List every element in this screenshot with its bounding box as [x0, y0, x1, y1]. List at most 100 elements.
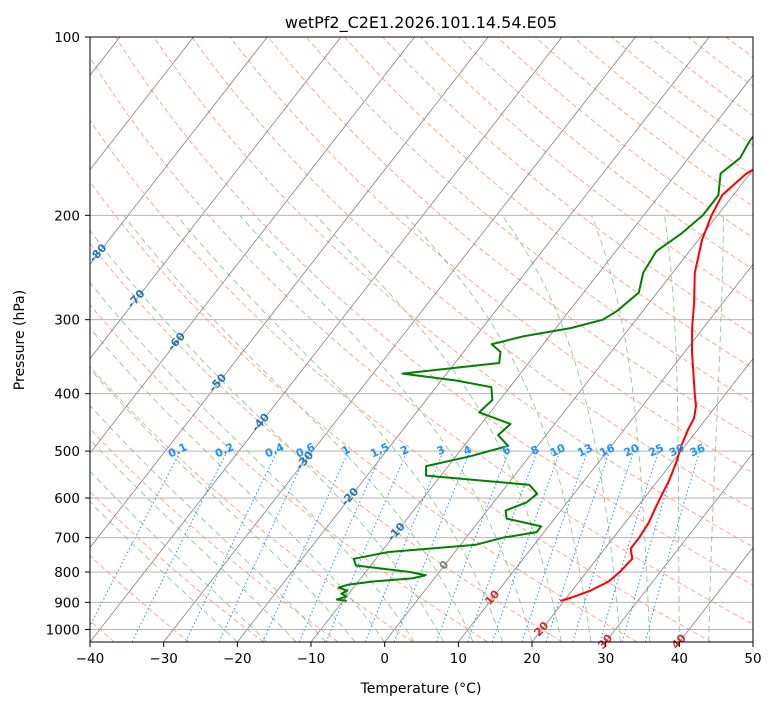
x-tick-label: 50 [744, 651, 761, 667]
mixing-ratio-label: 36 [688, 441, 708, 459]
dry-adiabat [115, 37, 753, 586]
dry-adiabat [764, 37, 775, 642]
x-axis-ticks: −40 −30 −20 −10 0 10 20 30 40 50 [76, 642, 762, 667]
mixing-ratio-label: 1.5 [368, 440, 391, 460]
y-tick-label: 1000 [46, 622, 80, 638]
x-axis-label: Temperature (°C) [360, 681, 482, 697]
x-tick-label: −20 [223, 651, 252, 667]
dry-adiabat [90, 56, 753, 625]
dry-adiabat [229, 37, 753, 474]
isotherm-line [237, 37, 710, 642]
isotherm-label: -60 [165, 330, 188, 354]
mixing-ratio-line [467, 450, 538, 642]
mixing-ratio-line [90, 450, 181, 627]
moist-adiabat [90, 501, 238, 642]
mixing-ratio-label: 3 [435, 443, 447, 458]
isotherm-line [90, 37, 563, 642]
mixing-ratio-label: 0.4 [263, 440, 286, 460]
isotherm-line [90, 37, 194, 171]
y-tick-label: 900 [54, 595, 80, 611]
dry-adiabat [90, 490, 264, 642]
mixing-ratio-label: 25 [647, 441, 666, 459]
mixing-ratio-line [521, 450, 588, 642]
x-tick-label: 40 [671, 651, 688, 667]
mixing-ratio-line [262, 450, 350, 642]
mixing-ratio-line [644, 450, 701, 642]
mixing-ratio-line [131, 450, 228, 642]
mixing-ratio-line [491, 450, 561, 642]
isotherm-line [90, 37, 342, 360]
x-tick-label: 20 [523, 651, 540, 667]
mixing-ratio-label: 20 [622, 441, 642, 459]
dry-adiabats [90, 37, 775, 642]
dry-adiabat [153, 37, 753, 548]
mixing-ratio-label: 8 [529, 443, 541, 458]
mixing-ratio-line [325, 450, 408, 642]
mixing-ratio-lines [90, 450, 701, 642]
mixing-ratio-line [572, 450, 635, 642]
moist-adiabat [123, 215, 474, 642]
moist-adiabat [90, 281, 415, 642]
mixing-ratio-line [545, 450, 611, 642]
mixing-ratio-label: 13 [575, 441, 594, 459]
mixing-ratio-label: 2 [398, 443, 410, 458]
mixing-ratio-label: 1 [340, 443, 352, 458]
mixing-ratio-line [435, 450, 510, 642]
isotherms [90, 37, 753, 642]
isotherm-line [90, 37, 415, 454]
mixing-ratio-label: 16 [598, 441, 618, 459]
mixing-ratio-line [298, 450, 383, 642]
dry-adiabat [420, 37, 753, 303]
isotherm-label: -70 [125, 287, 148, 311]
dry-adiabat [90, 119, 712, 642]
y-tick-label: 300 [54, 313, 80, 329]
profile-lines [335, 135, 753, 602]
y-tick-label: 400 [54, 387, 80, 403]
moist-adiabat [90, 438, 297, 642]
moist-adiabat [664, 215, 680, 642]
dry-adiabat [90, 365, 414, 642]
isotherm-line [679, 546, 753, 642]
isotherm-line [752, 641, 753, 642]
plot-frame [89, 36, 754, 643]
moist-adiabat [90, 470, 268, 642]
moist-adiabat [708, 215, 724, 642]
x-tick-label: 0 [380, 651, 389, 667]
x-tick-label: 30 [597, 651, 614, 667]
isotherm-line [384, 169, 753, 642]
isobar-gridlines [90, 37, 753, 630]
isotherm-line [605, 452, 753, 642]
chart-title: wetPf2_C2E1.2026.101.14.54.E05 [285, 13, 557, 33]
isotherm-label: 0 [437, 558, 452, 573]
plot-area [90, 37, 775, 642]
isotherm-line [531, 358, 753, 642]
dewpoint-profile-line [335, 135, 753, 602]
dry-adiabat [496, 37, 753, 239]
mixing-ratio-line [621, 450, 680, 642]
y-tick-label: 500 [54, 444, 80, 460]
y-axis-ticks: 100 200 300 400 500 600 700 800 900 1000 [46, 30, 90, 638]
moist-adiabat [239, 215, 533, 642]
dry-adiabat [344, 37, 753, 369]
x-tick-label: −40 [76, 651, 105, 667]
mixing-ratio-line [218, 450, 309, 642]
y-tick-label: 100 [54, 30, 80, 46]
dry-adiabat [687, 37, 753, 87]
dry-adiabat [191, 37, 753, 511]
moist-adiabat [90, 404, 327, 642]
moist-adiabat [405, 215, 592, 642]
y-tick-label: 800 [54, 565, 80, 581]
y-tick-label: 700 [54, 531, 80, 547]
isotherm-line [163, 37, 636, 642]
moist-adiabat [90, 229, 444, 642]
dry-adiabat [573, 37, 753, 177]
x-tick-label: 10 [450, 651, 467, 667]
mixing-ratio-label: 30 [667, 441, 687, 459]
x-tick-label: −10 [297, 651, 326, 667]
isotherm-label: 20 [532, 619, 552, 639]
dry-adiabat [534, 37, 753, 207]
mixing-ratio-line [364, 450, 444, 642]
dry-adiabat [305, 37, 753, 403]
